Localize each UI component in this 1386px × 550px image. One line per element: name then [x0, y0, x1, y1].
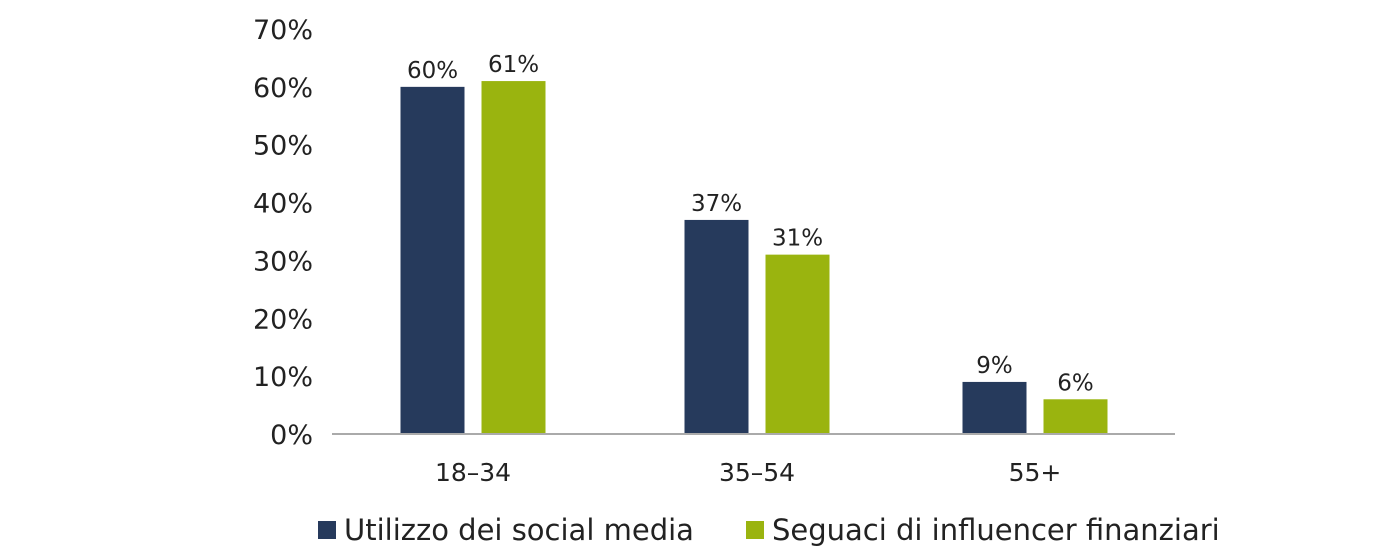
- y-tick-label: 50%: [253, 131, 313, 162]
- legend-item-social-media: Utilizzo dei social media: [318, 513, 694, 547]
- bar: [481, 81, 546, 435]
- legend-swatch-influencer: [745, 521, 764, 539]
- y-tick-label: 60%: [253, 73, 313, 104]
- bar: [1043, 399, 1108, 434]
- bar: [962, 381, 1027, 434]
- legend-item-influencer: Seguaci di influencer finanziari: [745, 513, 1220, 547]
- bar-value-label: 37%: [691, 191, 742, 217]
- legend-swatch-social-media: [318, 521, 336, 539]
- y-tick-label: 30%: [253, 246, 313, 277]
- legend: Utilizzo dei social media Seguaci di inf…: [318, 510, 1272, 550]
- y-tick-label: 10%: [253, 362, 313, 393]
- bars: [400, 81, 1108, 435]
- x-tick-label: 55+: [1009, 458, 1062, 487]
- bar-value-label: 61%: [488, 52, 539, 78]
- y-tick-label: 0%: [270, 420, 313, 451]
- bar: [684, 219, 749, 434]
- legend-label-influencer: Seguaci di influencer finanziari: [771, 513, 1220, 547]
- bar: [400, 86, 465, 434]
- bar-value-label: 60%: [407, 58, 458, 84]
- y-tick-label: 70%: [253, 15, 313, 46]
- y-tick-label: 20%: [253, 304, 313, 335]
- x-tick-label: 35–54: [719, 458, 795, 487]
- x-axis-tick-labels: 18–34 35–54 55+: [435, 458, 1061, 487]
- y-tick-label: 40%: [253, 189, 313, 220]
- bar-value-label: 6%: [1057, 370, 1094, 396]
- y-axis-tick-labels: 0% 10% 20% 30% 40% 50% 60% 70%: [253, 15, 313, 451]
- bar: [765, 254, 830, 434]
- x-tick-label: 18–34: [435, 458, 511, 487]
- bar-value-label: 31%: [772, 226, 823, 252]
- legend-label-social-media: Utilizzo dei social media: [344, 513, 694, 547]
- value-labels: 60% 61% 37% 31% 9% 6%: [407, 52, 1094, 396]
- bar-value-label: 9%: [976, 353, 1013, 379]
